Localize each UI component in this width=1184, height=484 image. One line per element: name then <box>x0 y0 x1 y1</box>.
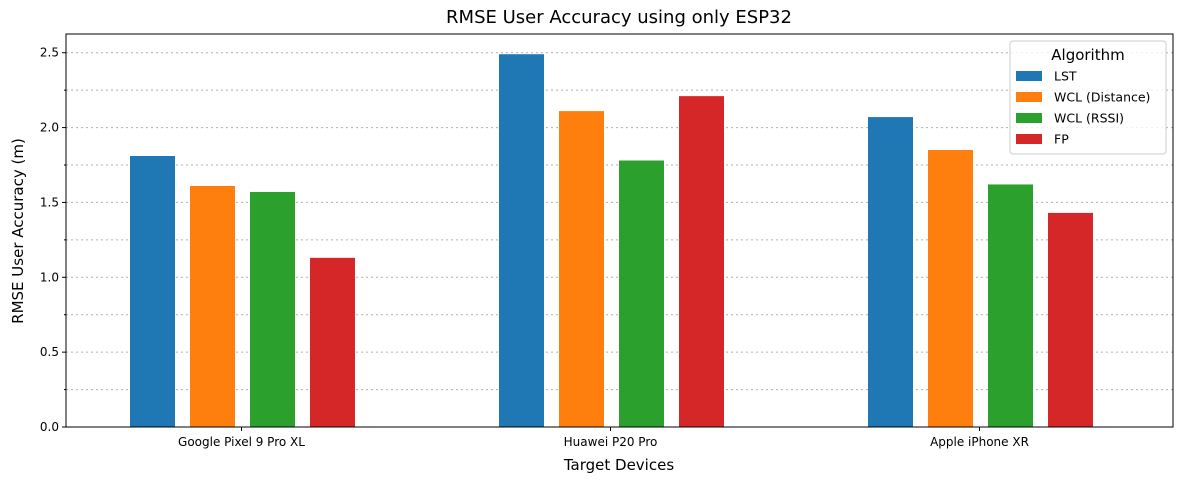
bar <box>988 184 1033 427</box>
chart-title: RMSE User Accuracy using only ESP32 <box>446 7 792 28</box>
legend-label: WCL (RSSI) <box>1054 111 1124 126</box>
legend-swatch <box>1016 113 1042 123</box>
y-tick-label: 2.0 <box>40 121 59 135</box>
bar <box>619 160 664 427</box>
plot-frame <box>65 33 1174 428</box>
legend-label: LST <box>1054 69 1077 84</box>
y-axis: 0.0 0.5 1.0 1.5 2.0 2.5 <box>40 46 66 434</box>
x-axis-label: Target Devices <box>563 456 674 474</box>
bar <box>679 96 724 427</box>
legend-box <box>1009 40 1167 155</box>
x-axis: Google Pixel 9 Pro XL Huawei P20 Pro Apple… <box>178 427 1029 449</box>
bar <box>1048 212 1093 427</box>
bar <box>928 150 973 427</box>
legend-swatch <box>1016 71 1042 81</box>
legend-label: WCL (Distance) <box>1054 90 1150 105</box>
bar <box>559 111 604 428</box>
bar <box>250 191 295 427</box>
x-tick-label: Huawei P20 Pro <box>564 435 658 449</box>
y-tick-label: 2.5 <box>40 46 59 60</box>
legend: Algorithm LST WCL (Distance) WCL (RSSI) FP <box>1009 40 1167 155</box>
bar <box>130 156 175 427</box>
x-tick-label: Google Pixel 9 Pro XL <box>178 435 305 449</box>
y-tick-label: 1.0 <box>40 270 59 284</box>
x-tick-label: Apple iPhone XR <box>930 435 1029 449</box>
y-axis-label: RMSE User Accuracy (m) <box>9 138 27 324</box>
legend-swatch <box>1016 134 1042 144</box>
legend-label: FP <box>1054 132 1069 147</box>
y-tick-label: 0.5 <box>40 345 59 359</box>
y-tick-label: 1.5 <box>40 195 59 209</box>
legend-title: Algorithm <box>1051 46 1124 64</box>
bar <box>310 257 355 427</box>
bar <box>499 54 544 428</box>
y-tick-label: 0.0 <box>40 420 59 434</box>
legend-swatch <box>1016 92 1042 102</box>
bar <box>868 117 913 427</box>
bars <box>130 54 1093 428</box>
bar <box>190 185 235 427</box>
